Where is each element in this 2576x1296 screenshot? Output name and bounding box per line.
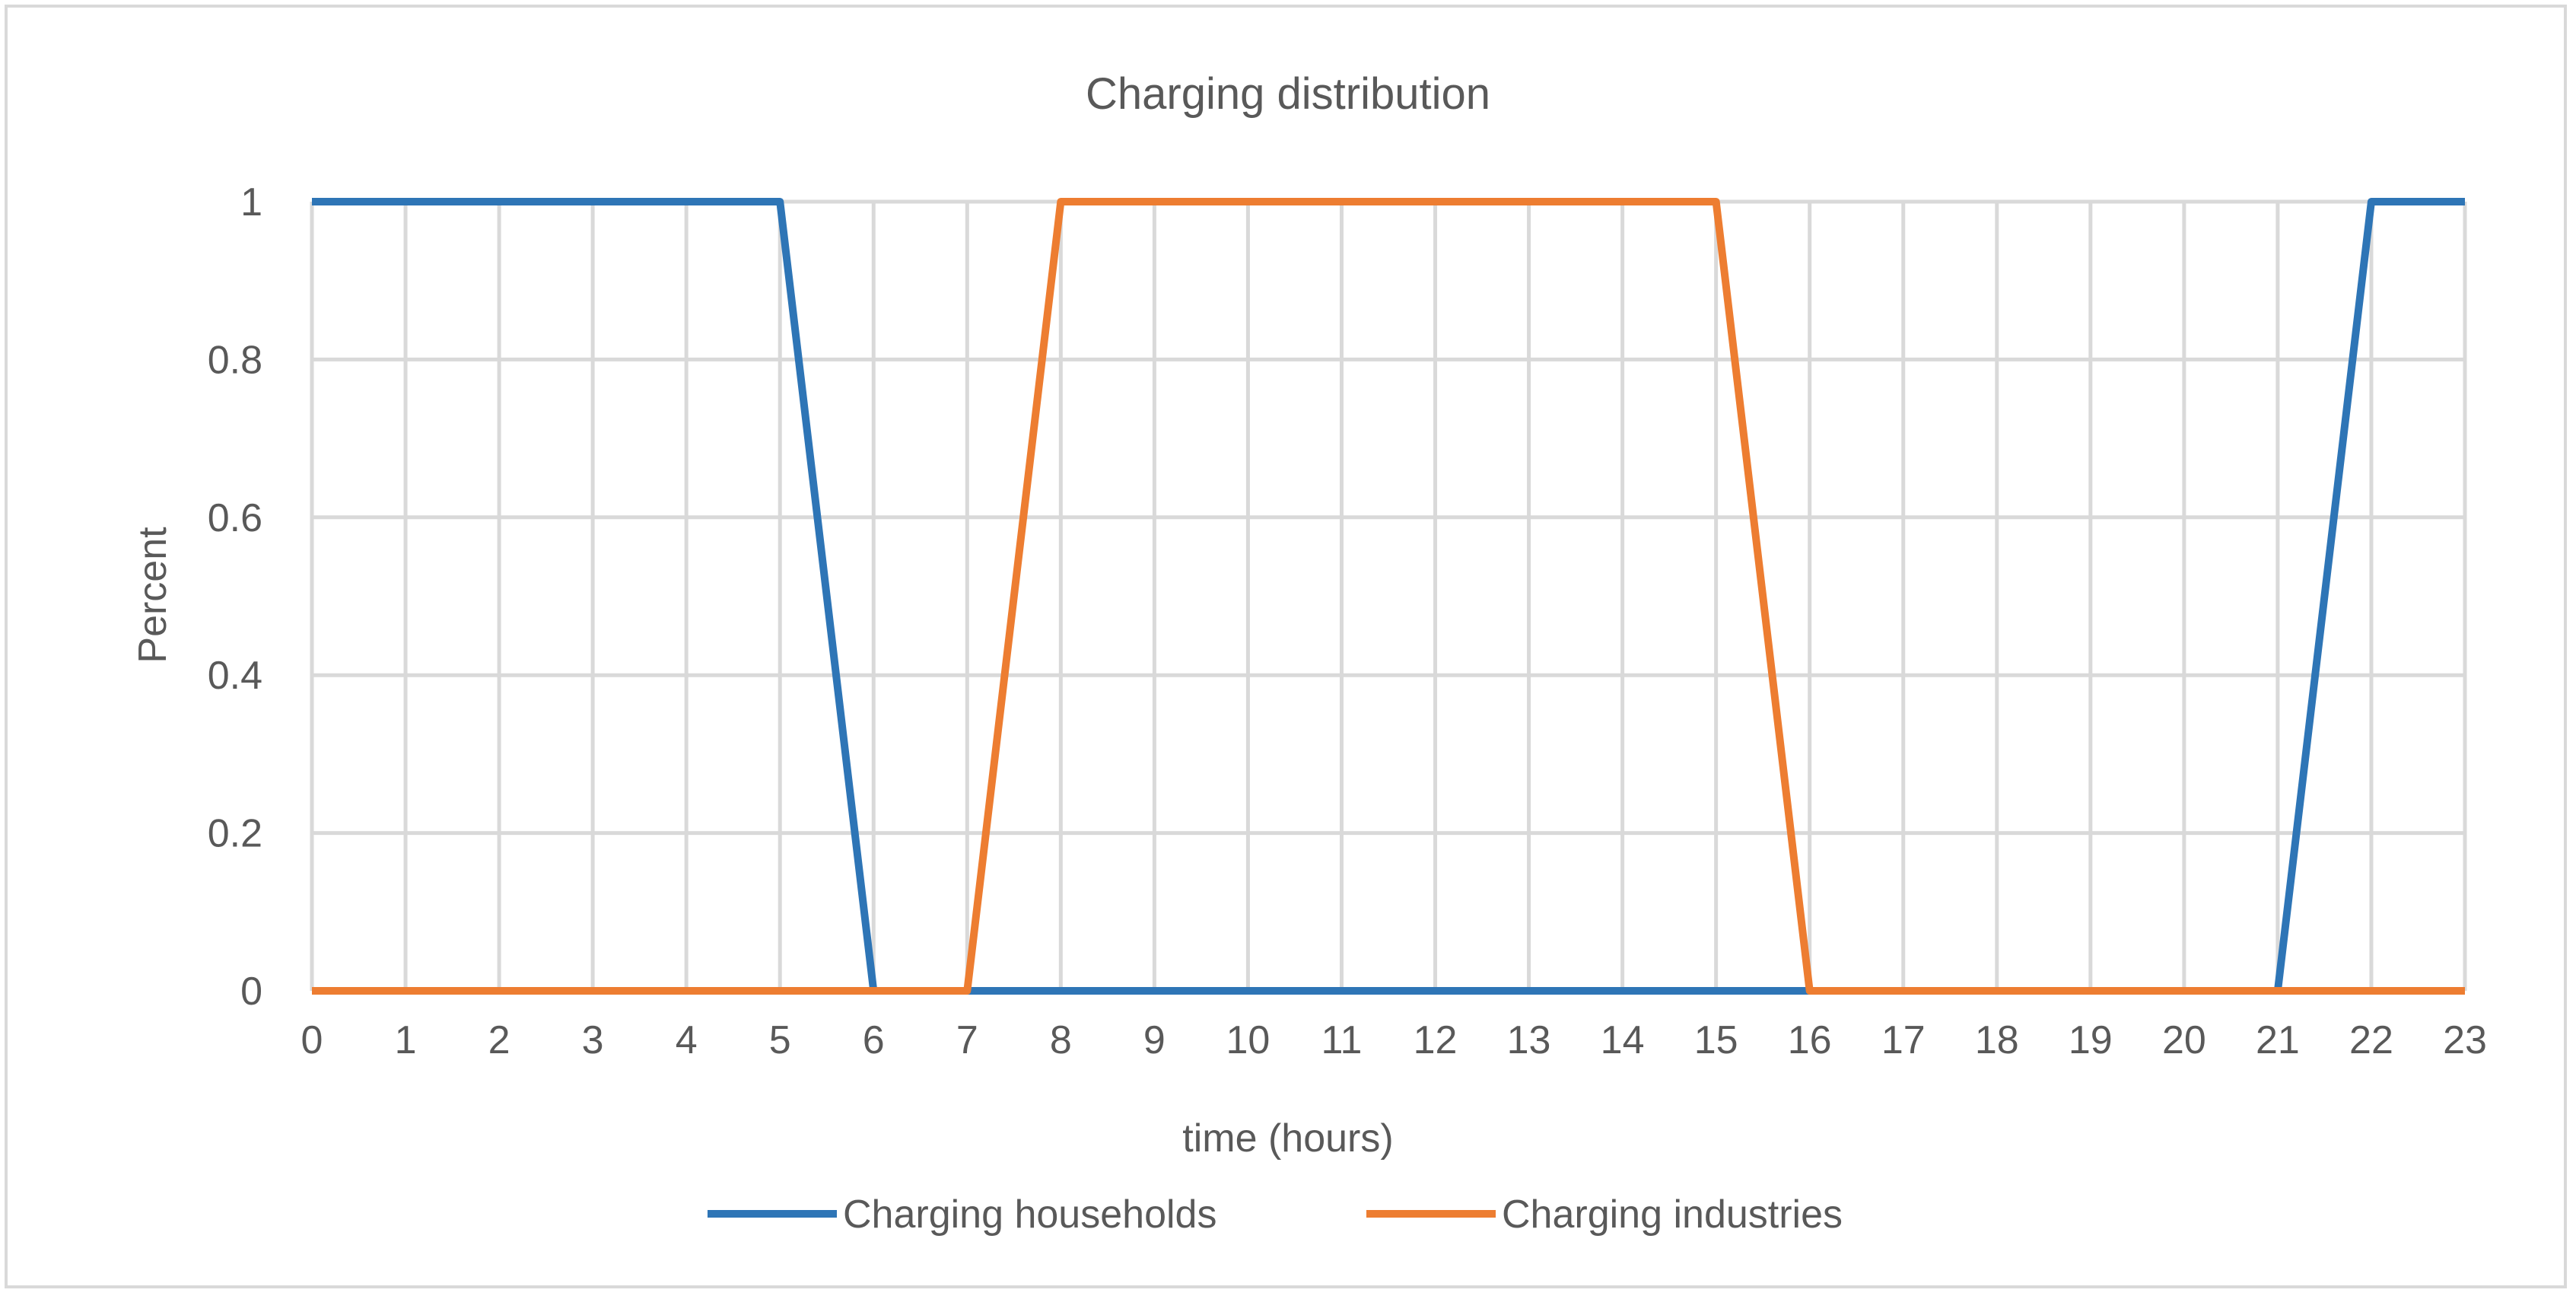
y-axis-title: Percent [131,527,175,664]
x-tick-label: 14 [1601,1018,1645,1062]
y-tick-label: 0.4 [208,654,262,698]
x-tick-label: 23 [2443,1018,2487,1062]
chart-frame [5,5,2567,1288]
legend-label-charging-industries: Charging industries [1502,1193,1843,1237]
x-tick-label: 19 [2069,1018,2113,1062]
y-tick-label: 1 [240,180,262,224]
x-tick-label: 16 [1788,1018,1832,1062]
x-tick-label: 18 [1975,1018,2019,1062]
x-tick-label: 9 [1143,1018,1166,1062]
legend: Charging households Charging industries [708,1193,1843,1237]
gridlines [310,199,2467,993]
x-tick-label: 3 [582,1018,604,1062]
series-line-charging-households [312,198,2465,995]
series-line-charging-industries [312,198,2465,995]
x-tick-label: 11 [1321,1018,1362,1062]
x-tick-label: 17 [1881,1018,1926,1062]
x-tick-label: 22 [2349,1018,2393,1062]
chart-title: Charging distribution [1086,69,1490,119]
y-tick-label: 0.2 [208,812,262,856]
data-series [312,198,2465,995]
x-tick-label: 8 [1050,1018,1072,1062]
x-tick-label: 5 [769,1018,791,1062]
x-tick-label: 4 [676,1018,698,1062]
x-tick-label: 2 [488,1018,510,1062]
x-tick-label: 20 [2162,1018,2206,1062]
x-tick-label: 1 [395,1018,417,1062]
x-tick-label: 10 [1226,1018,1271,1062]
x-tick-label: 21 [2256,1018,2300,1062]
y-axis-tick-labels: 0 0.2 0.4 0.6 0.8 1 [208,180,262,1014]
x-tick-label: 0 [301,1018,323,1062]
x-tick-label: 6 [863,1018,885,1062]
y-tick-label: 0.6 [208,496,262,540]
legend-label-charging-households: Charging households [843,1193,1216,1237]
x-axis-title: time (hours) [1182,1116,1393,1161]
y-tick-label: 0 [240,970,262,1014]
x-tick-label: 12 [1414,1018,1458,1062]
x-axis-tick-labels: 0 1 2 3 4 5 6 7 8 9 10 11 12 13 14 15 16 17 18 19 20 21 22 23 [301,1018,2487,1062]
y-tick-label: 0.8 [208,338,262,382]
x-tick-label: 7 [956,1018,978,1062]
x-tick-label: 13 [1507,1018,1551,1062]
x-tick-label: 15 [1694,1018,1738,1062]
